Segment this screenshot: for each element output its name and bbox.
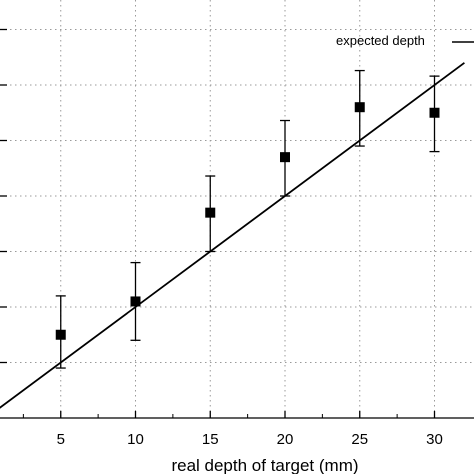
expected-depth-line-layer	[0, 62, 465, 409]
x-tick-label: 20	[277, 431, 294, 448]
x-tick-label: 10	[127, 431, 144, 448]
x-tick-label: 15	[202, 431, 219, 448]
x-axis-title: real depth of target (mm)	[171, 456, 358, 474]
data-point	[55, 295, 66, 369]
expected-depth-line	[0, 62, 465, 409]
data-point	[429, 75, 440, 153]
grid	[0, 0, 474, 418]
measurement-points-layer	[55, 69, 440, 369]
axes: 5 10 15 20 25 30	[0, 28, 474, 448]
square-marker	[280, 152, 290, 163]
square-marker	[205, 207, 216, 218]
x-tick-label: 5	[57, 431, 65, 448]
legend-label: expected depth	[336, 33, 425, 48]
legend: expected depth	[336, 33, 474, 48]
square-marker	[55, 329, 66, 340]
data-point	[280, 119, 290, 197]
data-point	[205, 175, 216, 253]
square-marker	[429, 107, 440, 118]
square-marker	[130, 296, 141, 307]
x-tick-label: 30	[426, 431, 443, 448]
data-point	[130, 261, 141, 341]
data-point	[354, 69, 365, 147]
x-tick-label: 25	[351, 431, 368, 448]
square-marker	[354, 102, 365, 113]
